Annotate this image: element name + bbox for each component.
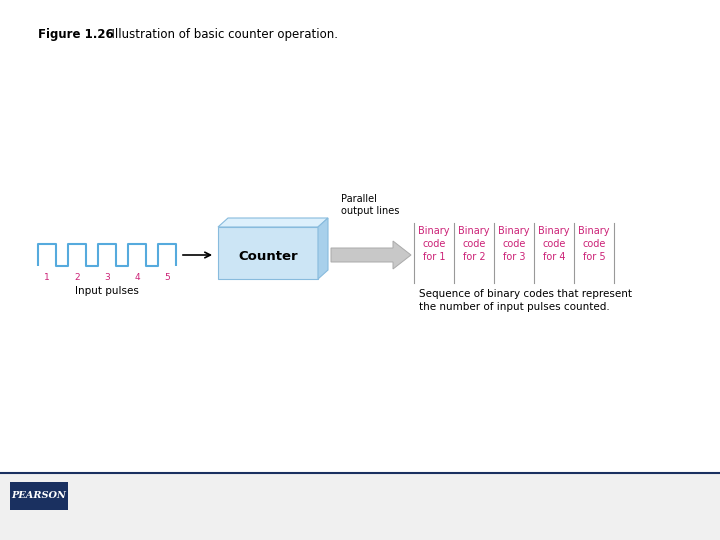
Text: Counter: Counter <box>238 249 298 262</box>
Polygon shape <box>331 241 411 269</box>
Text: 1: 1 <box>44 273 50 282</box>
Text: 3: 3 <box>104 273 110 282</box>
Polygon shape <box>318 218 328 279</box>
Text: All rights reserved.: All rights reserved. <box>616 508 708 518</box>
FancyBboxPatch shape <box>0 473 720 540</box>
FancyBboxPatch shape <box>218 227 318 279</box>
Text: Illustration of basic counter operation.: Illustration of basic counter operation. <box>104 28 338 41</box>
Text: , Tenth Edition: , Tenth Edition <box>157 484 231 494</box>
Text: Input pulses: Input pulses <box>75 286 139 296</box>
Text: Binary
code
for 5: Binary code for 5 <box>578 226 610 261</box>
FancyBboxPatch shape <box>10 482 68 510</box>
Text: Copyright ©2009 by Pearson Higher Education, Inc.: Copyright ©2009 by Pearson Higher Educat… <box>454 484 708 494</box>
Text: Thomas L. Floyd: Thomas L. Floyd <box>76 499 161 509</box>
Text: Binary
code
for 2: Binary code for 2 <box>458 226 490 261</box>
Text: PEARSON: PEARSON <box>12 491 66 501</box>
Text: 5: 5 <box>164 273 170 282</box>
Text: 2: 2 <box>74 273 80 282</box>
Text: Binary
code
for 1: Binary code for 1 <box>418 226 450 261</box>
Text: Binary
code
for 3: Binary code for 3 <box>498 226 530 261</box>
Text: 4: 4 <box>134 273 140 282</box>
Text: Parallel
output lines: Parallel output lines <box>341 194 400 216</box>
Text: Upper Saddle River, New Jersey 07458: Upper Saddle River, New Jersey 07458 <box>519 496 708 506</box>
Text: Figure 1.26: Figure 1.26 <box>38 28 114 41</box>
Text: Digital Fundamentals: Digital Fundamentals <box>76 484 186 494</box>
Text: Binary
code
for 4: Binary code for 4 <box>539 226 570 261</box>
Polygon shape <box>218 218 328 227</box>
Text: Sequence of binary codes that represent
the number of input pulses counted.: Sequence of binary codes that represent … <box>419 289 632 312</box>
